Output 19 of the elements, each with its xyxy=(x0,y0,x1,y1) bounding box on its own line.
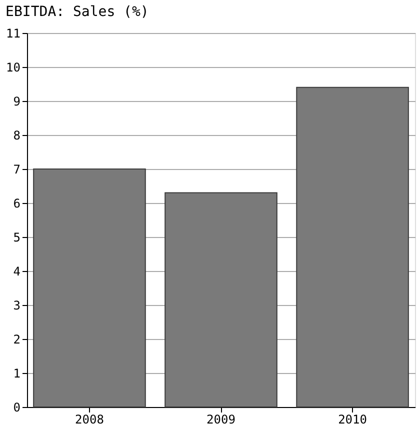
bar xyxy=(296,86,409,408)
y-tick-label: 10 xyxy=(6,60,20,74)
y-tick-label: 5 xyxy=(13,230,20,244)
y-tick-label: 1 xyxy=(13,366,20,380)
bar xyxy=(33,168,146,408)
chart-title: EBITDA: Sales (%) xyxy=(6,4,149,20)
y-tick-label: 8 xyxy=(13,128,20,142)
x-tick-label: 2008 xyxy=(75,412,104,426)
x-tick-label: 2009 xyxy=(206,412,236,426)
y-tick-label: 7 xyxy=(13,162,20,176)
y-tick-label: 6 xyxy=(13,196,20,210)
y-tick-label: 2 xyxy=(13,332,20,346)
bar xyxy=(164,192,278,408)
y-tick-label: 0 xyxy=(13,400,20,414)
y-tick-label: 9 xyxy=(13,94,20,108)
y-tick-label: 11 xyxy=(6,26,20,40)
y-tick-label: 4 xyxy=(13,264,20,278)
x-tick-label: 2010 xyxy=(338,412,367,426)
y-tick-label: 3 xyxy=(13,298,20,312)
